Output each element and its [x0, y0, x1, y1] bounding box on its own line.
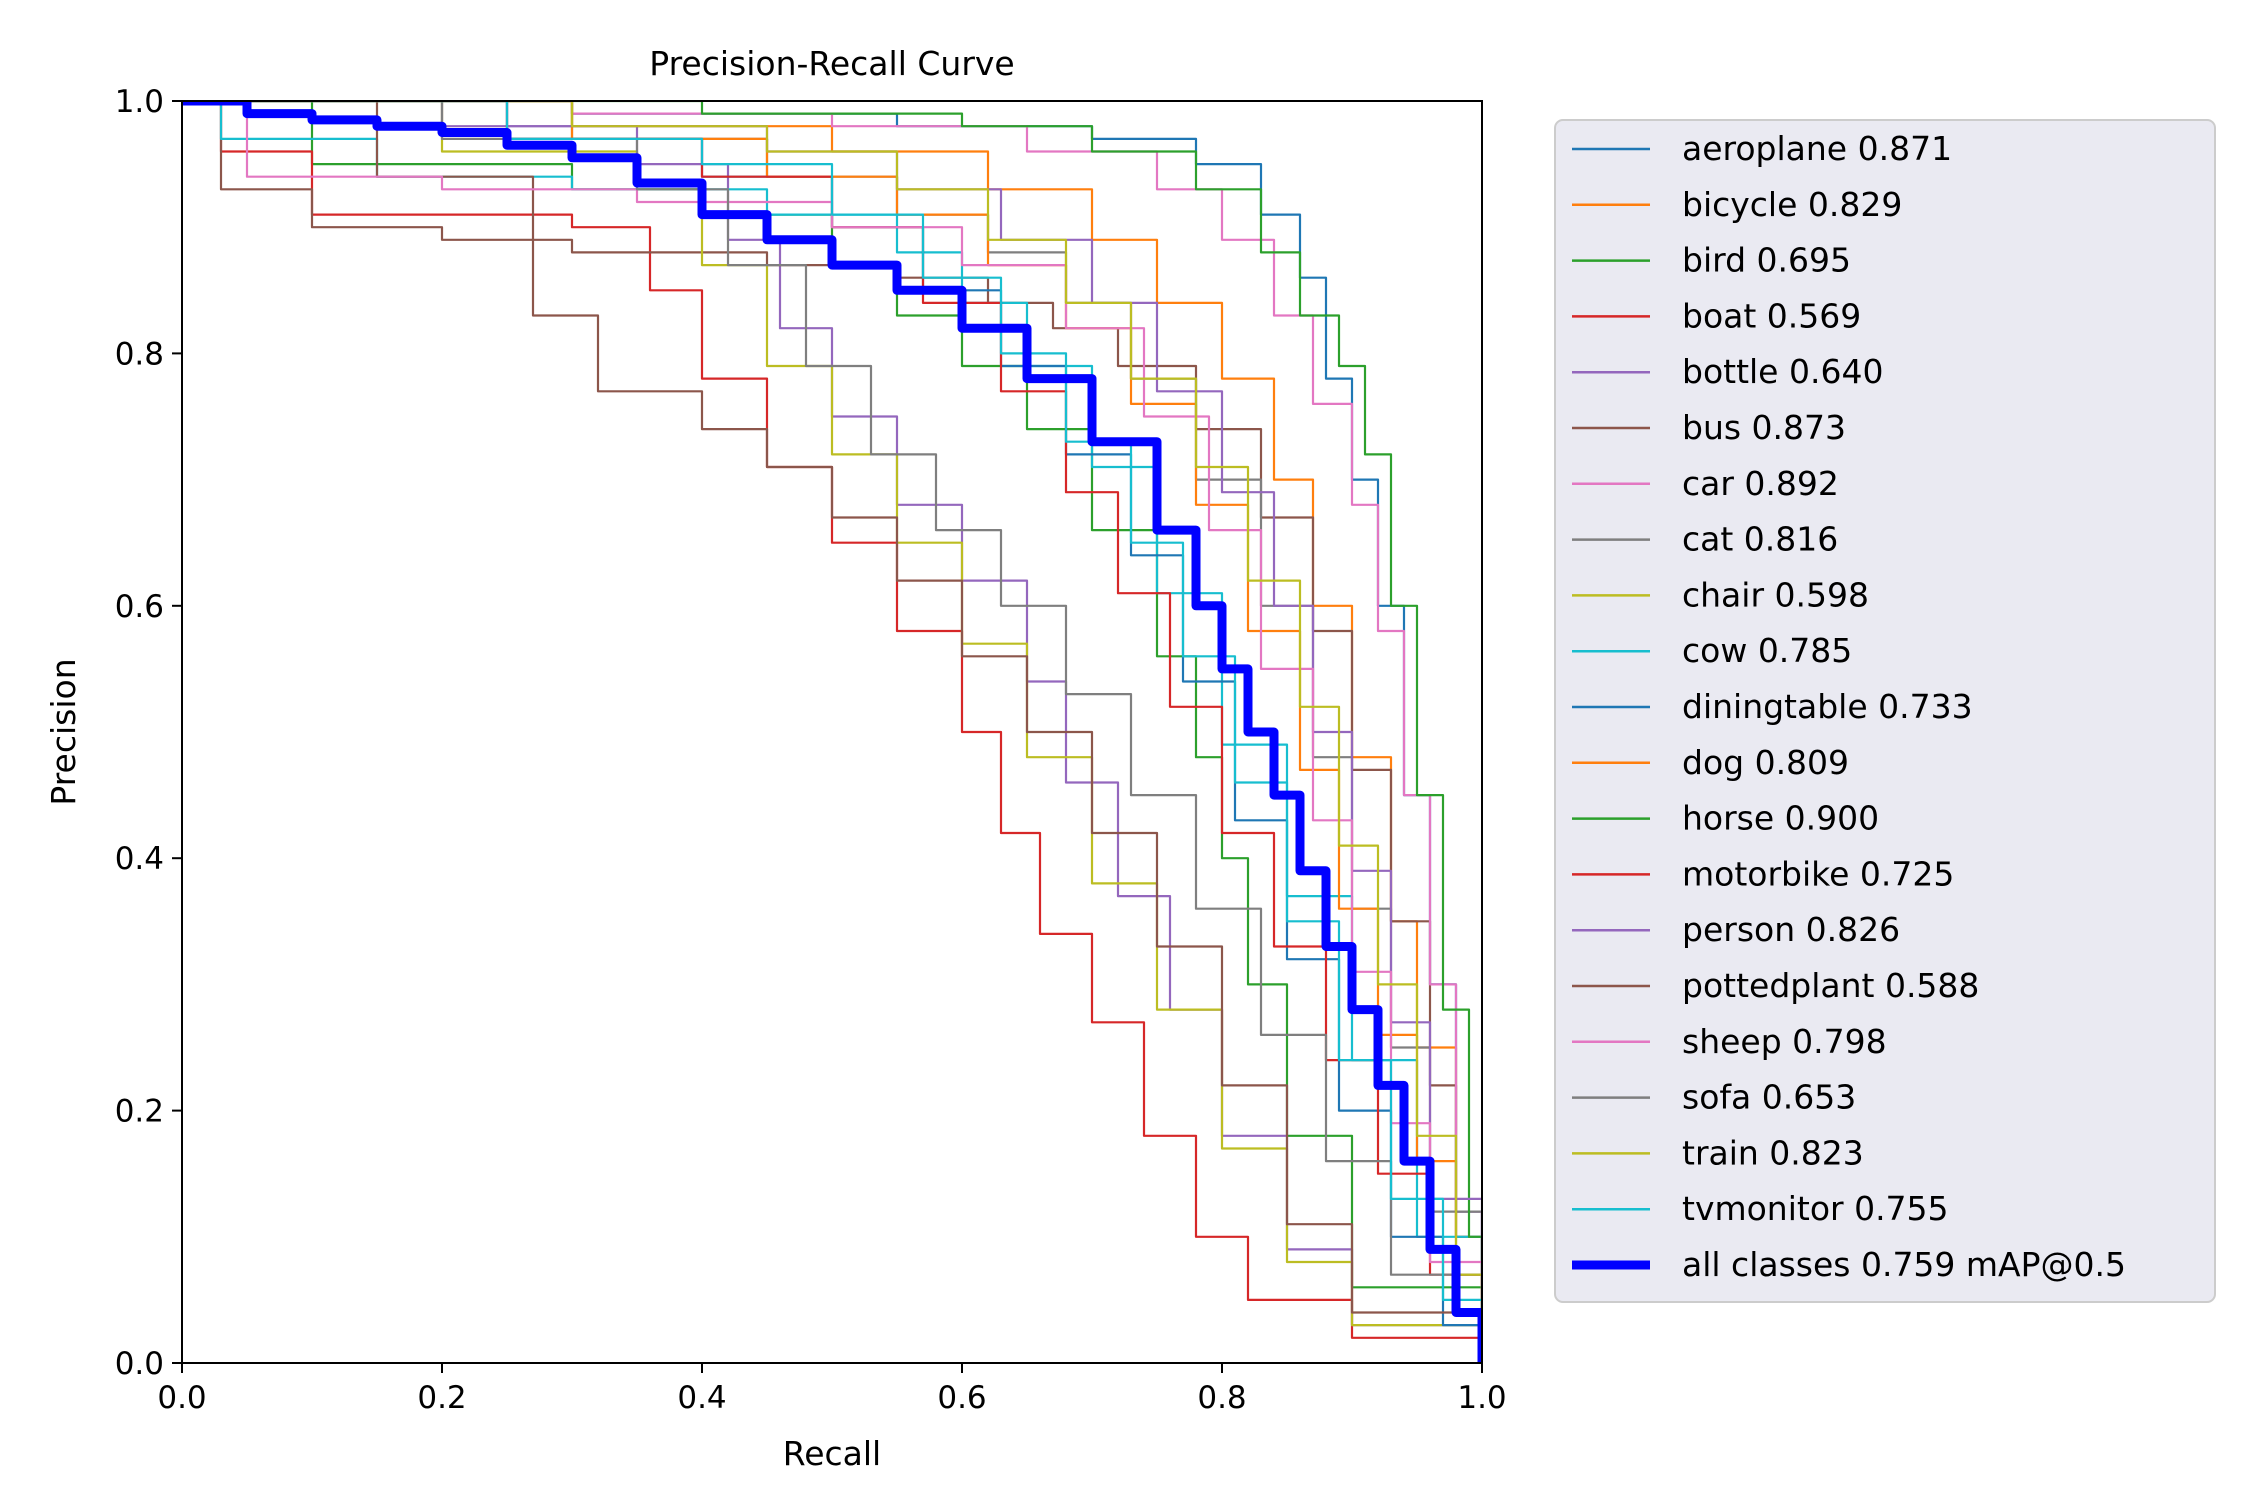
legend-label: bird 0.695: [1682, 241, 1851, 280]
legend-label: tvmonitor 0.755: [1682, 1189, 1949, 1228]
y-axis-ticks: 0.0 0.2 0.4 0.6 0.8 1.0: [115, 84, 182, 1382]
y-tick-label: 0.2: [115, 1094, 164, 1130]
x-tick-label: 0.4: [677, 1380, 726, 1416]
legend-label: diningtable 0.733: [1682, 687, 1973, 726]
legend-label: train 0.823: [1682, 1133, 1864, 1172]
series-line-16: [182, 101, 1482, 1363]
x-tick-label: 0.6: [937, 1380, 986, 1416]
series-line-20: [182, 101, 1482, 1363]
series-line-13: [182, 101, 1482, 1363]
y-axis-label: Precision: [44, 658, 83, 805]
x-tick-label: 0.2: [417, 1380, 466, 1416]
legend-label: person 0.826: [1682, 910, 1900, 949]
legend-label: cat 0.816: [1682, 520, 1838, 559]
legend-label: motorbike 0.725: [1682, 854, 1954, 893]
legend-box: [1554, 119, 2216, 1303]
series-line-15: [182, 101, 1482, 1363]
legend-label: bicycle 0.829: [1682, 185, 1902, 224]
legend-label: boat 0.569: [1682, 296, 1861, 335]
legend-label: sofa 0.653: [1682, 1078, 1856, 1117]
y-tick-label: 0.6: [115, 589, 164, 625]
series-line-19: [182, 101, 1482, 1363]
legend-label: aeroplane 0.871: [1682, 129, 1952, 168]
legend-label: sheep 0.798: [1682, 1022, 1887, 1061]
x-axis-ticks: 0.0 0.2 0.4 0.6 0.8 1.0: [157, 1363, 1507, 1416]
y-tick-label: 0.4: [115, 841, 164, 877]
series-layer: [182, 101, 1482, 1363]
legend-label: chair 0.598: [1682, 575, 1869, 614]
series-line-12: [182, 101, 1482, 1363]
legend-label: bottle 0.640: [1682, 352, 1883, 391]
y-tick-label: 0.8: [115, 336, 164, 372]
legend-label: horse 0.900: [1682, 799, 1879, 838]
legend-label: pottedplant 0.588: [1682, 966, 1979, 1005]
x-tick-label: 0.8: [1197, 1380, 1246, 1416]
legend-label: all classes 0.759 mAP@0.5: [1682, 1245, 2126, 1284]
legend-label: cow 0.785: [1682, 631, 1852, 670]
y-tick-label: 0.0: [115, 1346, 164, 1382]
x-tick-label: 0.0: [157, 1380, 206, 1416]
x-axis-label: Recall: [783, 1434, 881, 1473]
chart-title: Precision-Recall Curve: [649, 44, 1014, 83]
y-tick-label: 1.0: [115, 84, 164, 120]
x-tick-label: 1.0: [1457, 1380, 1506, 1416]
legend-label: car 0.892: [1682, 464, 1839, 503]
legend: aeroplane 0.871 bicycle 0.829 bird 0.695 bo…: [1554, 119, 2216, 1303]
plot-area-frame: [181, 100, 1483, 1364]
legend-label: bus 0.873: [1682, 408, 1846, 447]
legend-label: dog 0.809: [1682, 743, 1849, 782]
series-line-18: [182, 101, 1482, 1363]
